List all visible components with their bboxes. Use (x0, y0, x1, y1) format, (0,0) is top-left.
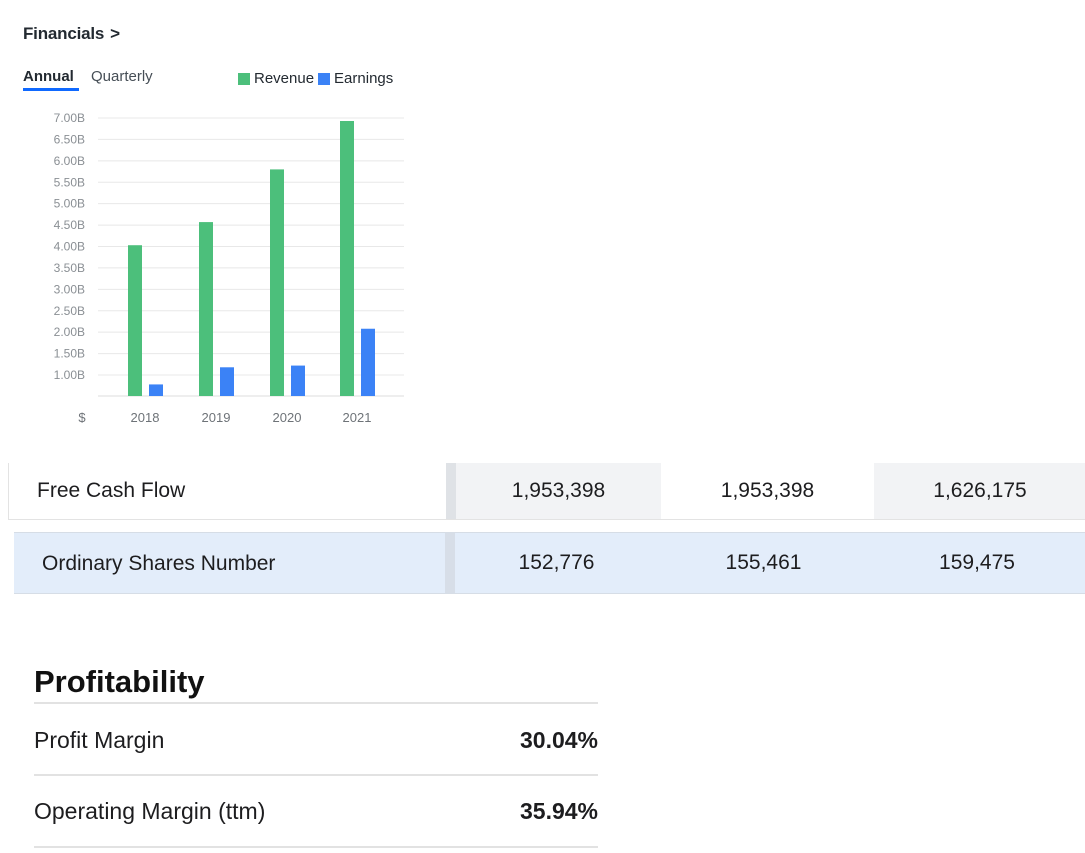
x-tick-label: 2019 (202, 410, 231, 425)
table-cell: 152,776 (455, 533, 658, 593)
earnings-bar (220, 367, 234, 396)
column-separator (445, 533, 455, 593)
cell-value: 159,475 (939, 551, 1015, 574)
earnings-swatch (318, 72, 331, 85)
y-tick-label: 7.00B (54, 111, 85, 125)
divider (34, 774, 598, 776)
legend-earnings[interactable]: Earnings (318, 70, 393, 87)
x-tick-label: 2020 (273, 410, 302, 425)
chevron-right-icon: > (110, 24, 120, 43)
cell-value: 1,953,398 (511, 479, 606, 502)
row-label-ordinary-shares: Ordinary Shares Number (42, 552, 276, 575)
x-tick-label: 2021 (343, 410, 372, 425)
stat-label-operating-margin: Operating Margin (ttm) (34, 798, 266, 824)
y-tick-label: 6.00B (54, 154, 85, 168)
y-tick-label: 3.50B (54, 261, 85, 275)
active-tab-indicator (23, 88, 79, 91)
y-tick-label: 3.00B (54, 282, 85, 296)
y-tick-label: 5.00B (54, 197, 85, 211)
revenue-bar (270, 169, 284, 396)
table-row: Ordinary Shares Number 152,776 155,461 1… (14, 532, 1085, 594)
earnings-bar (361, 328, 375, 396)
earnings-bar (291, 365, 305, 396)
x-axis-currency-label: $ (78, 410, 86, 425)
financials-title: Financials (23, 24, 105, 43)
chart-legend: Revenue Earnings (238, 70, 397, 87)
revenue-swatch (238, 72, 250, 85)
table-cell: 1,953,398 (661, 463, 874, 519)
cell-value: 1,626,175 (933, 479, 1027, 502)
y-tick-label: 4.00B (54, 240, 85, 254)
stat-label-profit-margin: Profit Margin (34, 727, 165, 753)
table-cell: 159,475 (869, 533, 1085, 593)
cell-value: 152,776 (518, 551, 595, 574)
financials-bar-chart: 7.00B 6.50B 6.00B 5.50B 5.00B 4.50B 4.00B 3.50B… (54, 111, 404, 425)
legend-revenue-label: Revenue (254, 70, 315, 87)
divider (34, 702, 598, 704)
stat-value-operating-margin: 35.94% (519, 798, 598, 824)
revenue-bar (340, 120, 354, 396)
tab-annual[interactable]: Annual (23, 68, 74, 85)
legend-revenue[interactable]: Revenue (238, 70, 314, 87)
y-tick-label: 6.50B (54, 132, 85, 146)
divider (34, 846, 598, 848)
y-tick-label: 2.50B (54, 304, 85, 318)
x-tick-label: 2018 (131, 410, 160, 425)
revenue-bar (199, 222, 213, 396)
cell-value: 1,953,398 (720, 479, 815, 502)
table-cell: 155,461 (658, 533, 869, 593)
y-tick-label: 2.00B (54, 325, 85, 339)
y-tick-label: 4.50B (54, 218, 85, 232)
column-separator (446, 463, 456, 519)
y-tick-label: 1.50B (54, 347, 85, 361)
financials-link[interactable]: Financials > (23, 24, 120, 44)
y-tick-label: 1.00B (54, 368, 85, 382)
table-row: Free Cash Flow 1,953,398 1,953,398 1,626… (8, 463, 1085, 520)
legend-earnings-label: Earnings (334, 70, 394, 87)
tab-quarterly[interactable]: Quarterly (91, 68, 153, 85)
table-cell: 1,626,175 (874, 463, 1085, 519)
y-tick-label: 5.50B (54, 175, 85, 189)
revenue-bar (128, 245, 142, 396)
earnings-bar (149, 384, 163, 396)
stat-value-profit-margin: 30.04% (519, 727, 598, 753)
row-label-free-cash-flow: Free Cash Flow (37, 479, 186, 502)
table-cell: 1,953,398 (456, 463, 661, 519)
cell-value: 155,461 (725, 551, 802, 574)
section-title-profitability: Profitability (34, 664, 205, 699)
